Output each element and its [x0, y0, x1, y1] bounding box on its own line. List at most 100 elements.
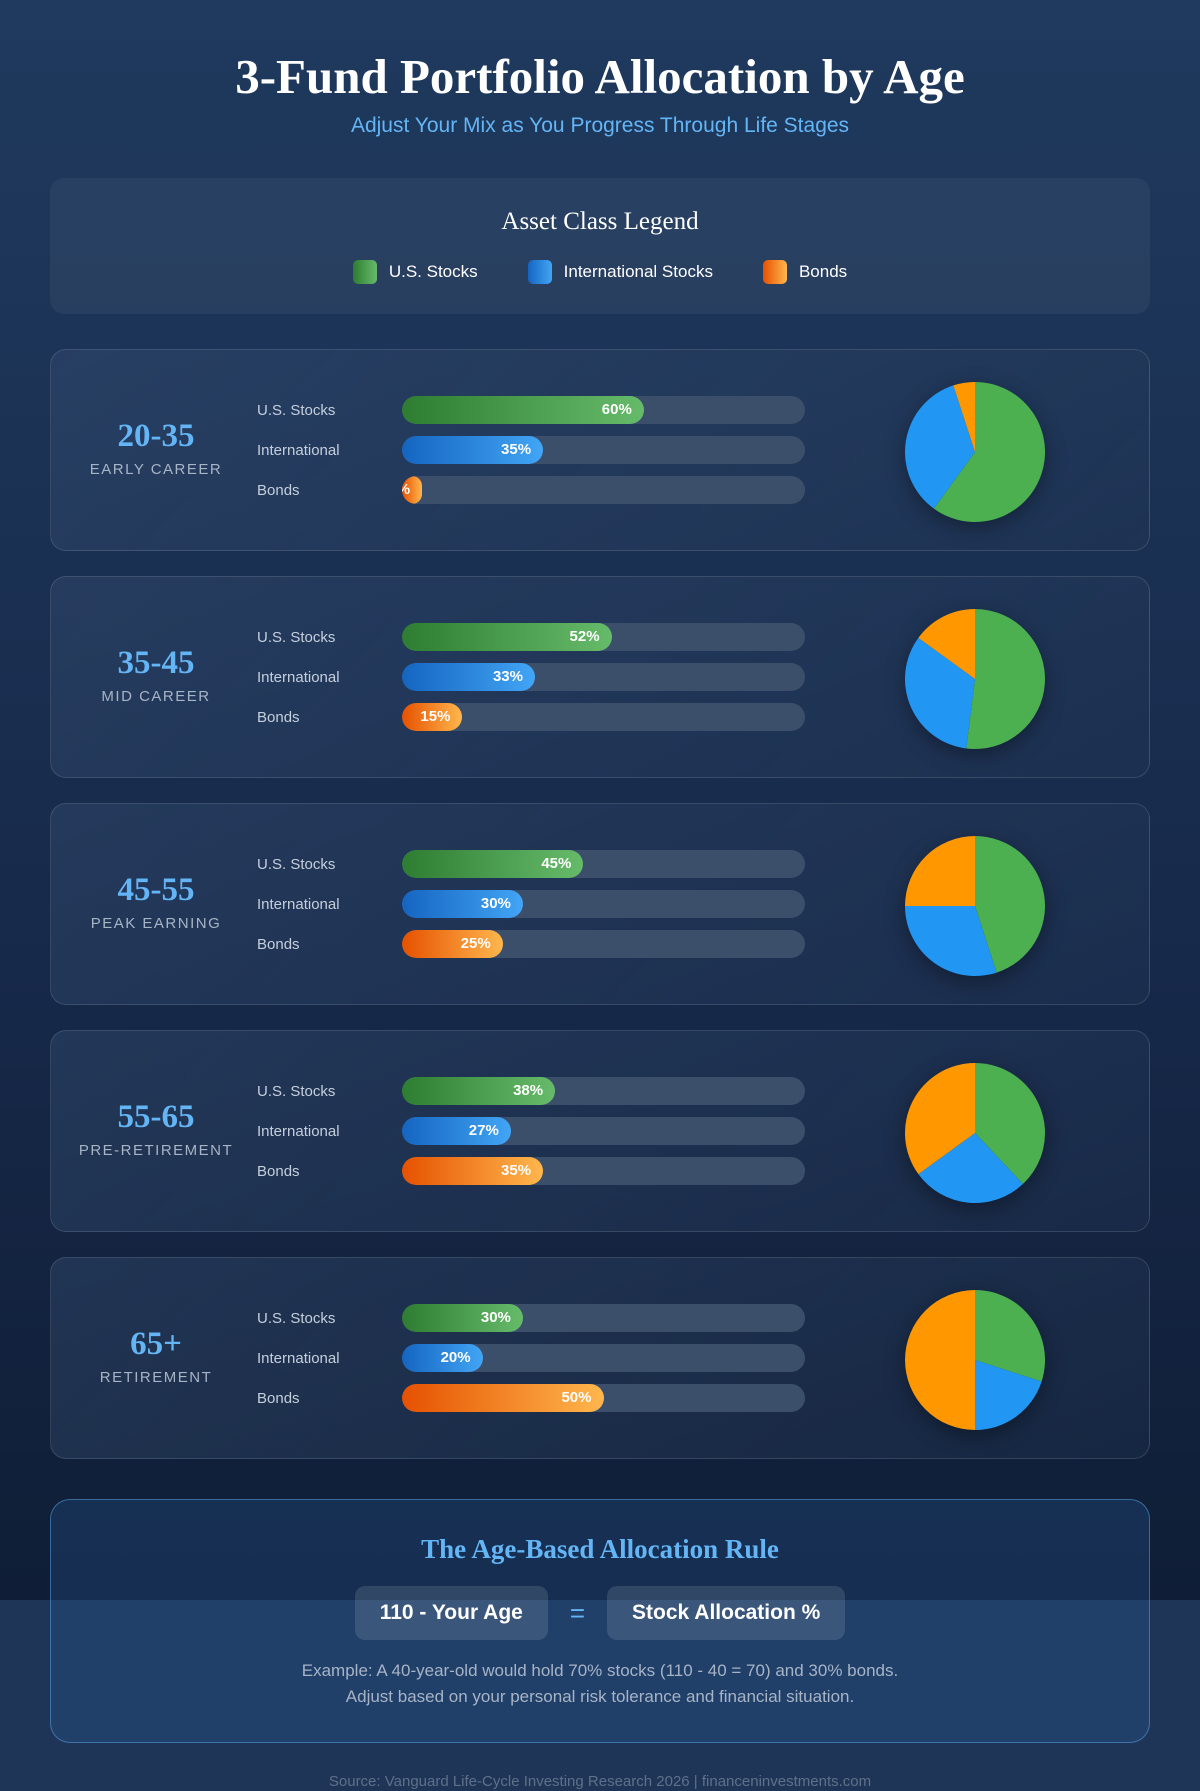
allocation-pie-chart: [905, 609, 1045, 749]
legend-item-international: International Stocks: [527, 260, 713, 284]
allocation-row-bonds: Bonds 25%: [257, 930, 857, 958]
bar-value: 33%: [492, 668, 523, 685]
bar-track: 30%: [402, 890, 805, 918]
stage-name: PEAK EARNING: [90, 915, 222, 932]
bar-value: 30%: [480, 1309, 511, 1326]
bar-fill-us-stocks: 38%: [402, 1077, 556, 1105]
row-label: U.S. Stocks: [257, 1083, 336, 1100]
allocation-pie-chart: [905, 1290, 1045, 1430]
allocation-row-bonds: Bonds 15%: [257, 703, 857, 731]
allocation-row-us-stocks: U.S. Stocks 30%: [257, 1304, 857, 1332]
bar-track: 33%: [402, 663, 805, 691]
bar-fill-us-stocks: 30%: [402, 1304, 523, 1332]
bar-value: 45%: [541, 855, 572, 872]
allocation-pie-chart: [905, 1063, 1045, 1203]
bar-value: 25%: [460, 935, 491, 952]
bar-track: 50%: [402, 1384, 805, 1412]
bar-value: 60%: [601, 401, 632, 418]
allocation-row-us-stocks: U.S. Stocks 60%: [257, 396, 857, 424]
age-label: 45-55 PEAK EARNING: [51, 872, 261, 932]
bar-value: 38%: [513, 1082, 544, 1099]
pie-slice-bonds: [953, 382, 975, 452]
allocation-row-international: International 33%: [257, 663, 857, 691]
pie-slice-bonds: [905, 1290, 975, 1430]
row-label: U.S. Stocks: [257, 856, 336, 873]
bar-fill-international: 35%: [402, 436, 544, 464]
pie-slice-us-stocks: [933, 382, 1045, 522]
legend-label: U.S. Stocks: [388, 262, 478, 281]
bar-track: 25%: [402, 930, 805, 958]
row-label: International: [257, 1350, 340, 1367]
age-range: 20-35: [117, 418, 195, 454]
row-label: U.S. Stocks: [257, 1310, 336, 1327]
bar-track: 5%: [402, 476, 805, 504]
legend-item-bonds: Bonds: [762, 260, 847, 284]
pie-slice-bonds: [905, 1063, 975, 1175]
formula-right: Stock Allocation %: [607, 1586, 846, 1640]
allocation-row-bonds: Bonds 5%: [257, 476, 857, 504]
bar-fill-bonds: 25%: [402, 930, 503, 958]
allocation-pie-chart: [905, 382, 1045, 522]
bar-track: 20%: [402, 1344, 805, 1372]
legend-item-us-stocks: U.S. Stocks: [352, 260, 478, 284]
bar-value: 52%: [569, 628, 600, 645]
row-label: International: [257, 669, 340, 686]
row-label: Bonds: [257, 1390, 300, 1407]
stage-name: RETIREMENT: [99, 1369, 213, 1386]
bar-fill-bonds: 5%: [402, 476, 423, 504]
formula-left: 110 - Your Age: [354, 1586, 548, 1640]
row-label: Bonds: [257, 1163, 300, 1180]
pie-slice-bonds: [918, 609, 975, 679]
bar-track: 35%: [402, 1157, 805, 1185]
rule-note: Adjust based on your personal risk toler…: [345, 1687, 855, 1706]
bar-fill-international: 20%: [402, 1344, 483, 1372]
allocation-row-international: International 20%: [257, 1344, 857, 1372]
bar-fill-us-stocks: 45%: [402, 850, 584, 878]
bar-track: 52%: [402, 623, 805, 651]
allocation-row-international: International 35%: [257, 436, 857, 464]
bar-value: 27%: [468, 1122, 499, 1139]
allocation-row-bonds: Bonds 50%: [257, 1384, 857, 1412]
row-label: U.S. Stocks: [257, 629, 336, 646]
rule-example: Example: A 40-year-old would hold 70% st…: [301, 1661, 899, 1680]
age-label: 55-65 PRE-RETIREMENT: [51, 1099, 261, 1159]
pie-slice-us-stocks: [975, 836, 1045, 973]
row-label: Bonds: [257, 936, 300, 953]
pie-slice-us-stocks: [975, 1290, 1045, 1382]
allocation-row-international: International 27%: [257, 1117, 857, 1145]
bar-fill-us-stocks: 52%: [402, 623, 612, 651]
row-label: International: [257, 896, 340, 913]
age-label: 65+ RETIREMENT: [51, 1326, 261, 1386]
us-stocks-swatch: [352, 260, 377, 284]
allocation-row-us-stocks: U.S. Stocks 52%: [257, 623, 857, 651]
allocation-row-bonds: Bonds 35%: [257, 1157, 857, 1185]
bar-track: 60%: [402, 396, 805, 424]
age-stage-card: 55-65 PRE-RETIREMENT U.S. Stocks 38% Interna…: [50, 1030, 1150, 1232]
bar-fill-bonds: 15%: [402, 703, 463, 731]
bar-fill-international: 27%: [402, 1117, 511, 1145]
bar-value: 15%: [420, 708, 451, 725]
allocation-row-us-stocks: U.S. Stocks 45%: [257, 850, 857, 878]
age-stage-card: 35-45 MID CAREER U.S. Stocks 52% Internation…: [50, 576, 1150, 778]
stage-name: EARLY CAREER: [89, 461, 223, 478]
bar-track: 45%: [402, 850, 805, 878]
pie-slice-international: [905, 906, 997, 976]
age-stage-card: 65+ RETIREMENT U.S. Stocks 30% International…: [50, 1257, 1150, 1459]
bar-fill-us-stocks: 60%: [402, 396, 644, 424]
bonds-swatch: [762, 260, 787, 284]
age-range: 35-45: [117, 645, 195, 681]
row-label: International: [257, 1123, 340, 1140]
rule-formula: 110 - Your Age = Stock Allocation %: [51, 1586, 1149, 1640]
formula-equals: =: [569, 1597, 586, 1628]
pie-slice-international: [918, 1133, 1023, 1203]
legend-label: International Stocks: [563, 262, 713, 281]
pie-slice-international: [975, 1360, 1042, 1430]
row-label: U.S. Stocks: [257, 402, 336, 419]
allocation-pie-chart: [905, 836, 1045, 976]
page-title: 3-Fund Portfolio Allocation by Age: [235, 49, 965, 104]
bar-fill-international: 33%: [402, 663, 535, 691]
stage-name: PRE-RETIREMENT: [78, 1142, 234, 1159]
legend-title: Asset Class Legend: [501, 208, 699, 235]
bar-track: 15%: [402, 703, 805, 731]
age-stage-card: 20-35 EARLY CAREER U.S. Stocks 60% Internati…: [50, 349, 1150, 551]
